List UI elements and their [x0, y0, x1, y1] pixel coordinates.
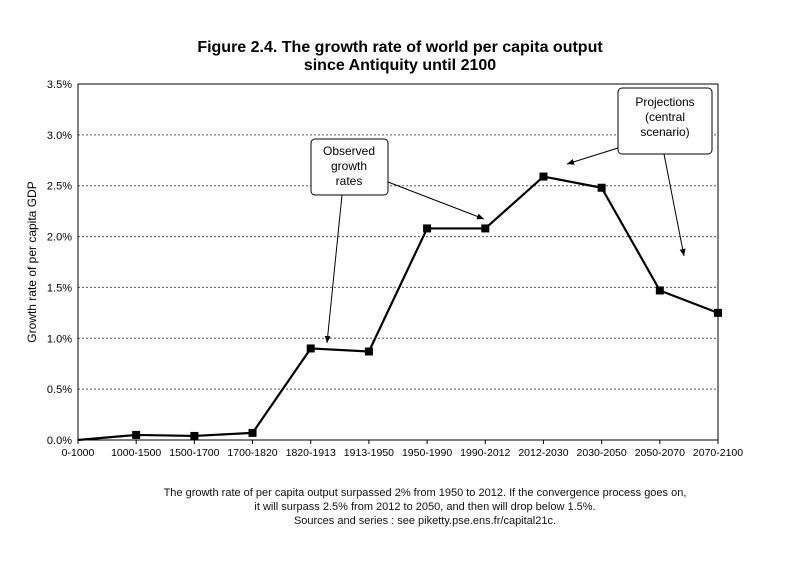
annotation-observed-text: growth — [331, 159, 367, 173]
annotation-projections-text: scenario) — [640, 125, 689, 139]
x-tick-label: 1000-1500 — [111, 447, 161, 459]
y-tick-label: 3.0% — [47, 130, 72, 142]
caption-line-2: it will surpass 2.5% from 2012 to 2050, … — [254, 501, 596, 513]
data-point — [714, 308, 722, 317]
x-tick-label: 1990-2012 — [460, 447, 510, 459]
x-tick-label: 1913-1950 — [344, 447, 394, 459]
y-tick-label: 3.5% — [47, 79, 72, 91]
annotation-observed-text: Observed — [323, 144, 375, 158]
x-tick-label: 2030-2050 — [577, 447, 627, 459]
annotation-arrow — [663, 153, 686, 257]
x-tick-label: 0-1000 — [62, 447, 95, 459]
data-point — [423, 224, 432, 233]
annotation-projections-text: (central — [645, 110, 685, 124]
x-tick-label: 2050-2070 — [635, 447, 685, 459]
y-tick-label: 1.5% — [47, 282, 72, 294]
data-point — [306, 344, 315, 353]
x-tick-label: 2070-2100 — [693, 447, 743, 459]
x-tick-label: 2012-2030 — [518, 447, 568, 459]
data-point — [190, 431, 199, 440]
annotation-projections-text: Projections — [635, 95, 694, 109]
data-point — [655, 286, 664, 295]
y-tick-label: 1.0% — [47, 333, 72, 345]
annotation-box-projections — [617, 87, 713, 155]
data-point — [539, 172, 548, 181]
series-line — [77, 175, 719, 442]
x-tick-label: 1950-1990 — [402, 447, 452, 459]
chart-title: Figure 2.4. The growth rate of world per… — [197, 39, 603, 56]
caption-line-3: Sources and series : see piketty.pse.ens… — [293, 515, 557, 527]
annotation-arrow — [387, 181, 485, 220]
data-point — [364, 347, 373, 356]
data-point — [481, 224, 490, 233]
annotation-arrow — [566, 147, 619, 165]
annotation-box-observed — [310, 138, 389, 196]
annotation-arrow — [324, 194, 343, 344]
x-tick-label: 1700-1820 — [227, 447, 277, 459]
annotation-observed-text: rates — [336, 174, 363, 188]
caption-line-1: The growth rate of per capita output sur… — [163, 487, 687, 499]
data-point — [132, 430, 141, 439]
y-tick-label: 0.0% — [47, 435, 72, 447]
x-tick-label: 1820-1913 — [286, 447, 336, 459]
y-tick-label: 2.0% — [47, 232, 72, 244]
data-point — [597, 183, 606, 192]
y-tick-label: 2.5% — [47, 181, 72, 193]
data-point — [248, 428, 257, 437]
chart-subtitle: since Antiquity until 2100 — [303, 57, 497, 74]
y-tick-label: 0.5% — [47, 384, 72, 396]
y-axis-label: Growth rate of per capita GDP — [25, 181, 39, 342]
x-tick-label: 1500-1700 — [169, 447, 219, 459]
